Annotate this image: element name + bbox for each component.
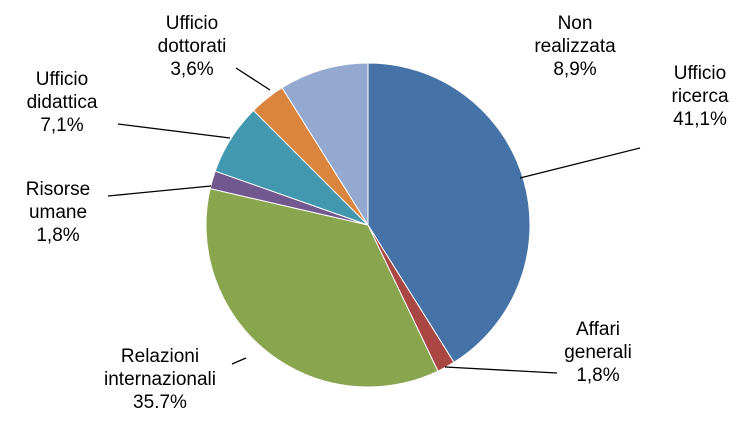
leader-line [231,357,247,365]
leader-line [235,67,271,91]
category-name: Affari generali [564,319,632,363]
slice-label: Relazioni internazionali 35.7% [104,345,216,414]
leader-line [117,123,231,139]
value-label: 1,8% [576,365,620,386]
slice-label: Affari generali 1,8% [564,318,632,387]
value-label: 1,8% [36,225,80,246]
pie-slice [205,188,439,388]
category-name: Risorse umane [25,179,91,223]
value-label: 7,1% [40,115,84,136]
leader-line [444,366,558,374]
category-name: Ufficio dottorati [157,13,227,57]
leader-line [107,185,212,197]
slice-label: Risorse umane 1,8% [26,178,90,247]
leader-line [519,147,641,179]
value-label: 3,6% [170,59,214,80]
category-name: Ufficio didattica [26,69,98,113]
value-label: 35.7% [133,392,187,413]
pie-slice [281,62,369,227]
slice-label: Ufficio didattica 7,1% [27,68,98,137]
category-name: Non realizzata [534,13,616,57]
slice-label: Ufficio ricerca 41,1% [672,62,729,131]
slice-label: Non realizzata 8,9% [534,12,615,81]
value-label: 41,1% [673,109,727,130]
category-name: Ufficio ricerca [671,63,729,107]
value-label: 8,9% [553,59,597,80]
slice-label: Ufficio dottorati 3,6% [158,12,227,81]
slices [205,62,531,388]
category-name: Relazioni internazionali [104,346,216,390]
pie-slice [367,62,531,364]
